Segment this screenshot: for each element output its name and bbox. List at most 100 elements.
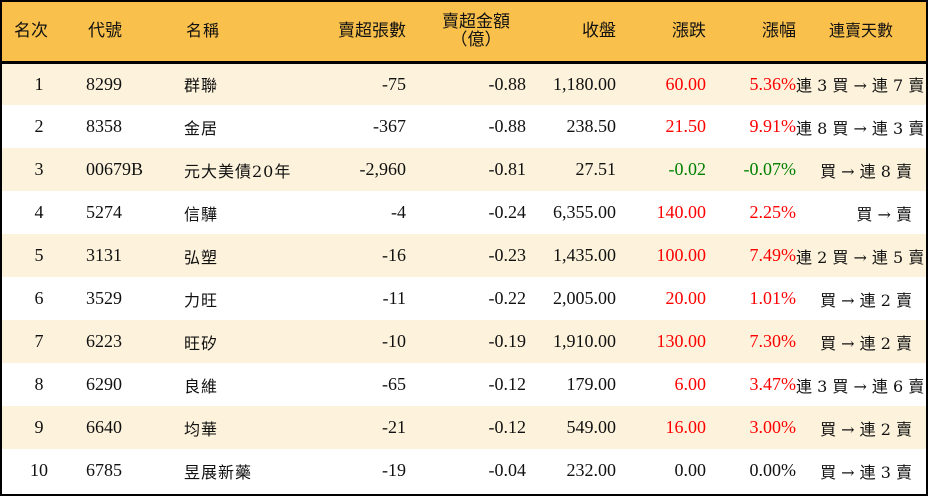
cell-name: 群聯	[184, 76, 219, 96]
table-row[interactable]: 1 8299 群聯 -75 -0.88 1,180.00 60.00 5.36% 連 3 買 →…	[2, 62, 926, 105]
header-streak[interactable]: 連賣天數	[796, 2, 926, 64]
cell-name: 良維	[184, 376, 219, 396]
cell-net-sell-volume: -21	[382, 417, 406, 437]
cell-name: 弘塑	[184, 247, 219, 267]
table-row[interactable]: 2 8358 金居 -367 -0.88 238.50 21.50 9.91% 連 8 買 → …	[2, 105, 926, 148]
table-row[interactable]: 8 6290 良維 -65 -0.12 179.00 6.00 3.47% 連 3 買 → 連 …	[2, 363, 926, 406]
cell-streak: 連 8 買 → 連 3 賣	[796, 118, 925, 138]
header-name[interactable]: 名稱	[172, 2, 326, 64]
table-body: 1 8299 群聯 -75 -0.88 1,180.00 60.00 5.36% 連 3 買 →…	[2, 62, 926, 492]
cell-code: 3529	[86, 288, 122, 308]
cell-change: 16.00	[665, 417, 707, 437]
cell-rank: 8	[34, 374, 44, 394]
cell-change-pct: 0.00%	[749, 460, 797, 480]
header-close[interactable]: 收盤	[526, 2, 616, 64]
table-row[interactable]: 7 6223 旺矽 -10 -0.19 1,910.00 130.00 7.30% 買 → 連 …	[2, 320, 926, 363]
header-row: 名次 代號 名稱 賣超張數 賣超金額 （億） 收盤 漲跌 漲幅 連賣天數	[2, 2, 926, 64]
cell-streak: 買 → 連 2 賣	[820, 419, 912, 439]
cell-close: 549.00	[566, 417, 617, 437]
cell-net-sell-amount: -0.12	[488, 374, 527, 394]
cell-streak: 連 2 買 → 連 5 賣	[796, 247, 925, 267]
cell-rank: 5	[34, 245, 44, 265]
table-row[interactable]: 4 5274 信驊 -4 -0.24 6,355.00 140.00 2.25% 買 → 賣	[2, 191, 926, 234]
cell-streak: 買 → 連 8 賣	[820, 161, 912, 181]
table-header: 名次 代號 名稱 賣超張數 賣超金額 （億） 收盤 漲跌 漲幅 連賣天數	[2, 2, 926, 64]
cell-streak: 買 → 連 3 賣	[820, 462, 912, 482]
cell-code: 5274	[86, 202, 122, 222]
cell-close: 232.00	[566, 460, 617, 480]
cell-rank: 9	[34, 417, 44, 437]
cell-code: 6223	[86, 331, 122, 351]
cell-streak: 買 → 賣	[856, 204, 912, 224]
cell-change: 0.00	[674, 460, 707, 480]
cell-net-sell-volume: -4	[391, 202, 406, 222]
cell-code: 3131	[86, 245, 122, 265]
cell-streak: 連 3 買 → 連 7 賣	[796, 76, 925, 96]
cell-net-sell-volume: -2,960	[359, 159, 407, 179]
cell-net-sell-amount: -0.19	[488, 331, 527, 351]
header-code[interactable]: 代號	[76, 2, 172, 64]
table-row[interactable]: 9 6640 均華 -21 -0.12 549.00 16.00 3.00% 買 → 連 2 賣	[2, 406, 926, 449]
cell-net-sell-volume: -16	[382, 245, 406, 265]
cell-net-sell-amount: -0.22	[488, 288, 527, 308]
cell-streak: 買 → 連 2 賣	[820, 333, 912, 353]
cell-name: 旺矽	[184, 333, 219, 353]
cell-rank: 10	[30, 460, 48, 480]
cell-name: 均華	[184, 419, 219, 439]
cell-net-sell-amount: -0.23	[488, 245, 527, 265]
table-row[interactable]: 3 00679B 元大美債20年 -2,960 -0.81 27.51 -0.02 -0.07…	[2, 148, 926, 191]
cell-net-sell-amount: -0.04	[488, 460, 527, 480]
cell-net-sell-amount: -0.12	[488, 417, 527, 437]
cell-code: 6640	[86, 417, 122, 437]
cell-change-pct: 3.00%	[749, 417, 797, 437]
cell-streak: 連 3 買 → 連 6 賣	[796, 376, 925, 396]
cell-change: 140.00	[656, 202, 707, 222]
cell-net-sell-amount: -0.88	[488, 116, 527, 136]
table-row[interactable]: 10 6785 昱展新藥 -19 -0.04 232.00 0.00 0.00% 買 → 連 3…	[2, 449, 926, 492]
cell-close: 1,435.00	[553, 245, 616, 265]
cell-rank: 3	[34, 159, 44, 179]
cell-name: 昱展新藥	[184, 462, 253, 482]
cell-code: 00679B	[86, 159, 144, 179]
cell-change: 20.00	[665, 288, 707, 308]
cell-close: 27.51	[575, 159, 617, 179]
cell-close: 6,355.00	[553, 202, 616, 222]
table-row[interactable]: 6 3529 力旺 -11 -0.22 2,005.00 20.00 1.01% 買 → 連 2…	[2, 277, 926, 320]
cell-rank: 4	[34, 202, 44, 222]
cell-net-sell-volume: -75	[382, 73, 406, 94]
header-net-sell-amount-line1: 賣超金額	[442, 12, 510, 33]
cell-net-sell-volume: -367	[373, 116, 406, 136]
cell-change-pct: 2.25%	[749, 202, 797, 222]
header-change-pct[interactable]: 漲幅	[706, 2, 796, 64]
header-net-sell-volume[interactable]: 賣超張數	[326, 2, 406, 64]
cell-change-pct: 5.36%	[749, 73, 797, 94]
cell-net-sell-volume: -19	[382, 460, 406, 480]
cell-change-pct: -0.07%	[743, 159, 797, 179]
cell-name: 信驊	[184, 204, 219, 224]
cell-change: -0.02	[668, 159, 707, 179]
cell-close: 179.00	[566, 374, 617, 394]
cell-close: 1,910.00	[553, 331, 616, 351]
header-change[interactable]: 漲跌	[616, 2, 706, 64]
cell-change-pct: 1.01%	[749, 288, 797, 308]
cell-name: 力旺	[184, 290, 219, 310]
cell-net-sell-volume: -65	[382, 374, 406, 394]
cell-change-pct: 7.30%	[749, 331, 797, 351]
cell-change-pct: 9.91%	[749, 116, 797, 136]
cell-code: 8358	[86, 116, 122, 136]
cell-code: 6290	[86, 374, 122, 394]
cell-rank: 6	[34, 288, 44, 308]
cell-code: 8299	[86, 73, 122, 94]
cell-rank: 2	[34, 116, 44, 136]
cell-rank: 1	[34, 73, 44, 94]
header-rank[interactable]: 名次	[2, 2, 76, 64]
table-row[interactable]: 5 3131 弘塑 -16 -0.23 1,435.00 100.00 7.49% 連 2 買 …	[2, 234, 926, 277]
cell-change: 6.00	[674, 374, 707, 394]
cell-change: 100.00	[656, 245, 707, 265]
cell-net-sell-volume: -11	[382, 288, 406, 308]
cell-change-pct: 7.49%	[749, 245, 797, 265]
cell-change: 60.00	[665, 73, 707, 94]
header-net-sell-amount[interactable]: 賣超金額 （億）	[406, 2, 526, 64]
